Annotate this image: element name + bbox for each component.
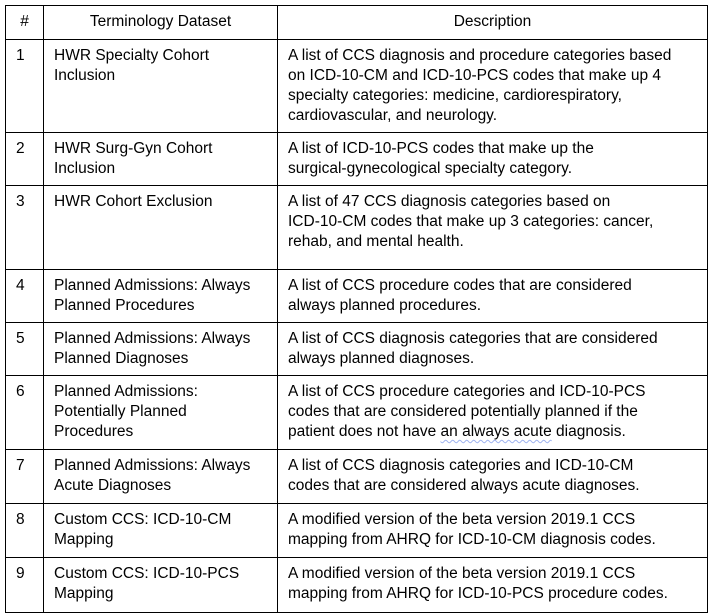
header-description: Description — [277, 5, 708, 40]
description-text: A modified version of the beta version 2… — [288, 565, 668, 602]
dataset-name: Planned Admissions: Potentially Planned … — [54, 383, 198, 440]
description-cell: A list of CCS procedure categories and I… — [277, 375, 708, 450]
dataset-name: HWR Cohort Exclusion — [54, 193, 213, 210]
row-num-cell: 2 — [5, 132, 44, 186]
table-row: 5 Planned Admissions: Always Planned Dia… — [5, 322, 708, 376]
dataset-cell: Planned Admissions: Always Planned Proce… — [43, 269, 278, 323]
table-row: 7 Planned Admissions: Always Acute Diagn… — [5, 449, 708, 504]
description-text: A list of CCS diagnosis and procedure ca… — [288, 47, 672, 124]
dataset-name: Planned Admissions: Always Acute Diagnos… — [54, 457, 251, 494]
description-cell: A list of ICD-10-PCS codes that make up … — [277, 132, 708, 186]
description-text: A list of CCS procedure categories and I… — [288, 383, 646, 440]
row-num-cell: 1 — [5, 39, 44, 133]
header-num-label: # — [20, 13, 29, 30]
dataset-cell: Planned Admissions: Potentially Planned … — [43, 375, 278, 450]
header-description-label: Description — [453, 13, 532, 30]
row-num-cell: 3 — [5, 185, 44, 270]
description-cell: A list of CCS procedure codes that are c… — [277, 269, 708, 323]
grammar-flagged-text: an always acute — [440, 423, 552, 440]
description-cell: A modified version of the beta version 2… — [277, 503, 708, 558]
dataset-cell: Planned Admissions: Always Acute Diagnos… — [43, 449, 278, 504]
header-dataset: Terminology Dataset — [43, 5, 278, 40]
dataset-cell: Custom CCS: ICD-10-PCS Mapping — [43, 557, 278, 613]
row-num: 7 — [16, 457, 25, 474]
description-cell: A list of CCS diagnosis categories that … — [277, 322, 708, 376]
row-num-cell: 7 — [5, 449, 44, 504]
description-cell: A list of CCS diagnosis and procedure ca… — [277, 39, 708, 133]
row-num-cell: 8 — [5, 503, 44, 558]
description-cell: A modified version of the beta version 2… — [277, 557, 708, 613]
dataset-cell: Planned Admissions: Always Planned Diagn… — [43, 322, 278, 376]
dataset-name: Planned Admissions: Always Planned Diagn… — [54, 330, 251, 367]
description-text: A list of CCS diagnosis categories and I… — [288, 457, 640, 494]
table-row: 6 Planned Admissions: Potentially Planne… — [5, 375, 708, 450]
description-segment: diagnosis. — [551, 423, 626, 440]
row-num: 1 — [16, 47, 25, 64]
dataset-cell: Custom CCS: ICD-10-CM Mapping — [43, 503, 278, 558]
description-text: A modified version of the beta version 2… — [288, 511, 656, 548]
table-row: 8 Custom CCS: ICD-10-CM Mapping A modifi… — [5, 503, 708, 558]
description-text: A list of CCS procedure codes that are c… — [288, 277, 632, 314]
table-row: 2 HWR Surg-Gyn Cohort Inclusion A list o… — [5, 132, 708, 186]
table-row: 3 HWR Cohort Exclusion A list of 47 CCS … — [5, 185, 708, 270]
row-num-cell: 4 — [5, 269, 44, 323]
description-cell: A list of CCS diagnosis categories and I… — [277, 449, 708, 504]
dataset-name: Custom CCS: ICD-10-PCS Mapping — [54, 565, 240, 602]
dataset-name: Custom CCS: ICD-10-CM Mapping — [54, 511, 232, 548]
row-num: 6 — [16, 383, 25, 400]
description-text: A list of 47 CCS diagnosis categories ba… — [288, 193, 654, 250]
description-text: A list of CCS diagnosis categories that … — [288, 330, 658, 367]
description-segment: A list of CCS procedure categories and I… — [288, 383, 646, 440]
terminology-table: # Terminology Dataset Description 1 HWR … — [5, 5, 708, 613]
row-num: 8 — [16, 511, 25, 528]
table-row: 1 HWR Specialty Cohort Inclusion A list … — [5, 39, 708, 133]
row-num: 4 — [16, 277, 25, 294]
row-num: 5 — [16, 330, 25, 347]
dataset-cell: HWR Cohort Exclusion — [43, 185, 278, 270]
row-num: 3 — [16, 193, 25, 210]
header-dataset-label: Terminology Dataset — [89, 13, 232, 30]
row-num-cell: 9 — [5, 557, 44, 613]
description-text: A list of ICD-10-PCS codes that make up … — [288, 140, 594, 177]
header-row: # Terminology Dataset Description — [5, 5, 708, 40]
row-num-cell: 6 — [5, 375, 44, 450]
dataset-name: HWR Specialty Cohort Inclusion — [54, 47, 210, 84]
dataset-cell: HWR Surg-Gyn Cohort Inclusion — [43, 132, 278, 186]
header-num: # — [5, 5, 44, 40]
row-num-cell: 5 — [5, 322, 44, 376]
dataset-cell: HWR Specialty Cohort Inclusion — [43, 39, 278, 133]
table-row: 9 Custom CCS: ICD-10-PCS Mapping A modif… — [5, 557, 708, 613]
dataset-name: HWR Surg-Gyn Cohort Inclusion — [54, 140, 213, 177]
table-row: 4 Planned Admissions: Always Planned Pro… — [5, 269, 708, 323]
dataset-name: Planned Admissions: Always Planned Proce… — [54, 277, 251, 314]
row-num: 9 — [16, 565, 25, 582]
row-num: 2 — [16, 140, 25, 157]
description-cell: A list of 47 CCS diagnosis categories ba… — [277, 185, 708, 270]
